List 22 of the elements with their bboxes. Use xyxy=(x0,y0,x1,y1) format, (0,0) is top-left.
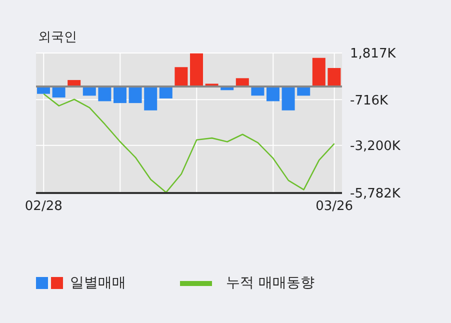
bar xyxy=(282,86,295,110)
y-tick-label: 1,817K xyxy=(350,46,396,62)
bar xyxy=(52,86,66,98)
chart-title: 외국인 xyxy=(38,29,77,46)
legend-label: 누적 매매동향 xyxy=(226,274,314,292)
x-tick-label: 03/26 xyxy=(316,199,354,214)
x-tick-label: 02/28 xyxy=(24,199,62,214)
bar xyxy=(144,86,158,110)
bar xyxy=(190,53,203,86)
bar xyxy=(128,86,142,104)
bar xyxy=(114,86,126,104)
bar xyxy=(266,86,280,102)
line-series xyxy=(43,93,335,193)
y-tick-label: -3,200K xyxy=(350,139,401,154)
bar xyxy=(328,68,341,86)
legend-label: 일별매매 xyxy=(70,274,126,292)
bar xyxy=(312,58,326,86)
bar xyxy=(159,86,172,98)
y-tick-label: -716K xyxy=(350,93,389,108)
bar xyxy=(174,67,188,86)
bar xyxy=(98,86,112,102)
y-tick-label: -5,782K xyxy=(350,186,401,202)
